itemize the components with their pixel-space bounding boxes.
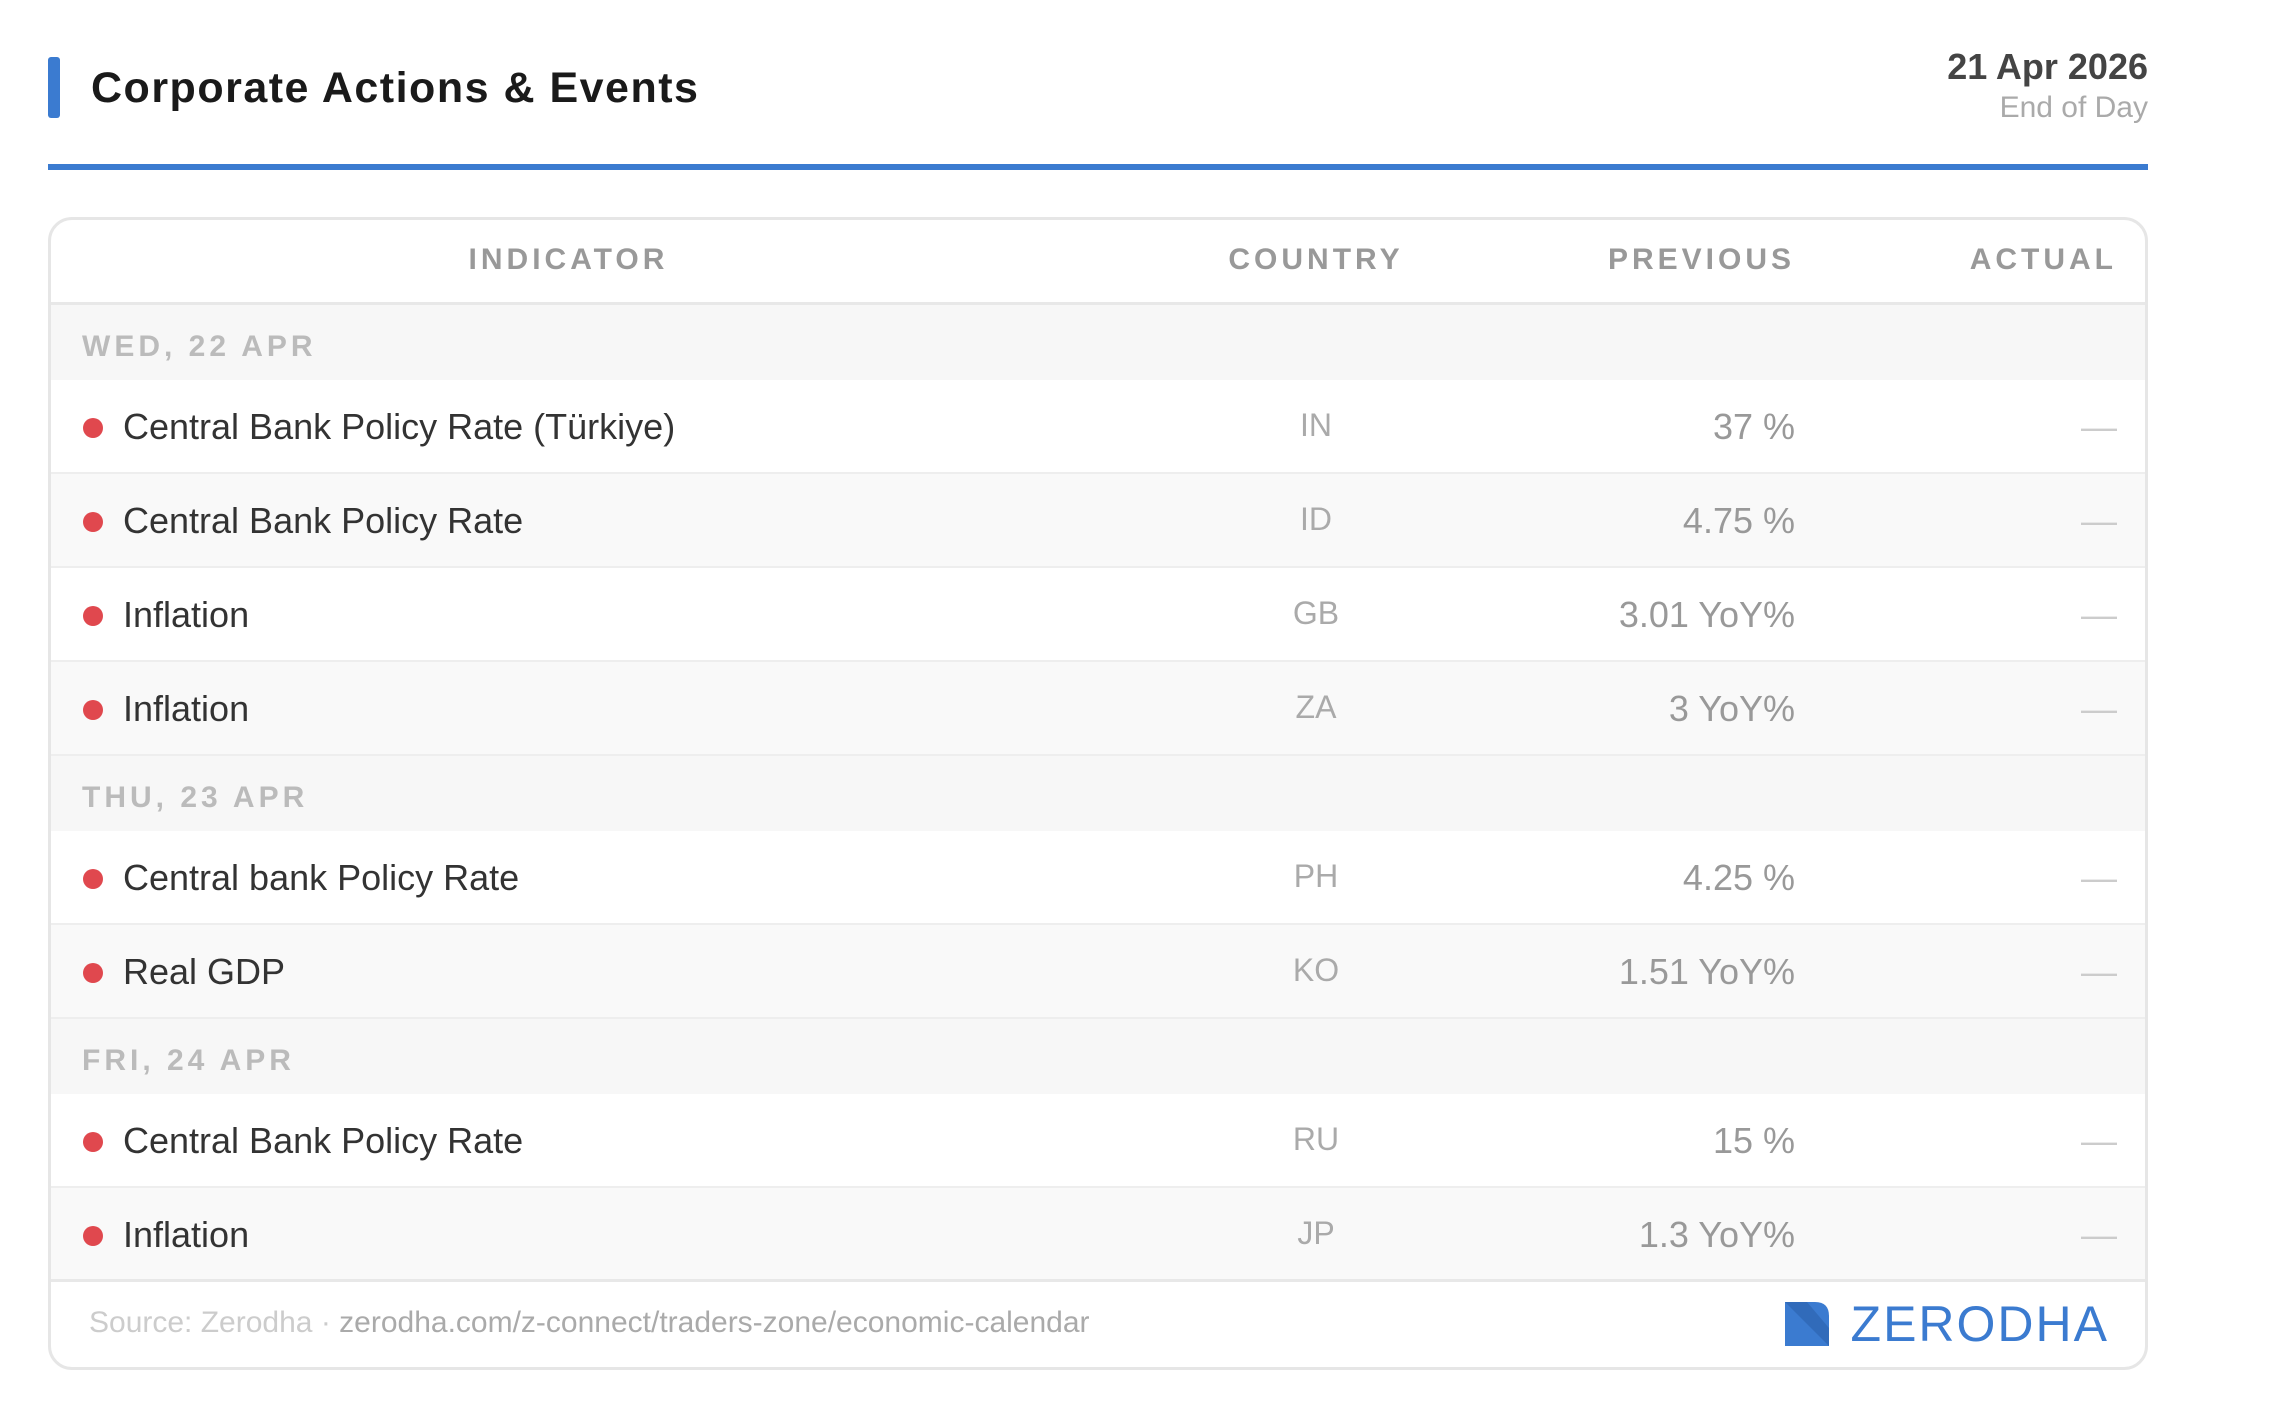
indicator-name: Real GDP (123, 951, 286, 992)
previous-value: 1.51 YoY% (1618, 951, 1795, 992)
column-header-actual: ACTUAL (1969, 243, 2117, 276)
table-header: INDICATOR COUNTRY PREVIOUS ACTUAL (51, 220, 2145, 305)
country-code: GB (1292, 595, 1340, 631)
indicator-name: Inflation (123, 688, 250, 729)
actual-value: — (2081, 500, 2117, 541)
previous-value: 3.01 YoY% (1618, 594, 1795, 635)
indicator-name: Central bank Policy Rate (123, 857, 520, 898)
country-code: ZA (1295, 689, 1337, 725)
country-code: KO (1292, 952, 1340, 988)
country-code: ID (1300, 501, 1332, 537)
importance-dot-icon (83, 1132, 103, 1152)
table-row[interactable]: Central Bank Policy Rate RU 15 % — (51, 1094, 2145, 1188)
importance-dot-icon (83, 418, 103, 438)
importance-dot-icon (83, 1226, 103, 1246)
page-title: Corporate Actions & Events (91, 64, 700, 112)
date-group-header: THU, 23 APR (51, 756, 2145, 831)
actual-value: — (2081, 1214, 2117, 1255)
zerodha-logo-icon (1784, 1302, 1829, 1346)
importance-dot-icon (83, 963, 103, 983)
importance-dot-icon (83, 606, 103, 626)
previous-value: 37 % (1712, 406, 1795, 447)
source-separator: · (320, 1306, 331, 1339)
table-row[interactable]: Central Bank Policy Rate ID 4.75 % — (51, 474, 2145, 568)
date-group-label: THU, 23 APR (82, 781, 309, 814)
table-row[interactable]: Real GDP KO 1.51 YoY% — (51, 925, 2145, 1019)
actual-value: — (2081, 688, 2117, 729)
source-link[interactable]: zerodha.com/z-connect/traders-zone/econo… (339, 1306, 1090, 1339)
date-group-label: FRI, 24 APR (82, 1044, 295, 1077)
actual-value: — (2081, 1120, 2117, 1161)
country-code: JP (1297, 1215, 1335, 1251)
column-header-indicator: INDICATOR (468, 243, 669, 276)
indicator-name: Inflation (123, 594, 250, 635)
previous-value: 4.25 % (1682, 857, 1795, 898)
country-code: PH (1293, 858, 1339, 894)
importance-dot-icon (83, 512, 103, 532)
indicator-name: Central Bank Policy Rate (123, 500, 524, 541)
page-header: Corporate Actions & Events 21 Apr 2026 E… (48, 40, 2148, 170)
actual-value: — (2081, 951, 2117, 992)
card-footer: Source: Zerodha · zerodha.com/z-connect/… (51, 1282, 2145, 1366)
table-row[interactable]: Inflation GB 3.01 YoY% — (51, 568, 2145, 662)
previous-value: 4.75 % (1682, 500, 1795, 541)
column-header-country: COUNTRY (1228, 243, 1404, 276)
previous-value: 3 YoY% (1668, 688, 1795, 729)
brand-logo: ZERODHA (1784, 1294, 2109, 1354)
report-subtitle: End of Day (1999, 91, 2148, 124)
brand-name: ZERODHA (1850, 1296, 2109, 1352)
indicator-name: Inflation (123, 1214, 250, 1255)
country-code: RU (1292, 1121, 1340, 1157)
actual-value: — (2081, 406, 2117, 447)
source-label: Source: Zerodha (89, 1306, 313, 1339)
table-row[interactable]: Inflation ZA 3 YoY% — (51, 662, 2145, 756)
importance-dot-icon (83, 700, 103, 720)
column-header-previous: PREVIOUS (1607, 243, 1795, 276)
title-accent-bar (48, 57, 60, 118)
table-row[interactable]: Central bank Policy Rate PH 4.25 % — (51, 831, 2145, 925)
actual-value: — (2081, 857, 2117, 898)
events-table-card: INDICATOR COUNTRY PREVIOUS ACTUAL WED, 2… (48, 217, 2148, 1370)
report-date: 21 Apr 2026 (1947, 46, 2148, 87)
country-code: IN (1300, 407, 1332, 443)
table-row[interactable]: Central Bank Policy Rate (Türkiye) IN 37… (51, 380, 2145, 474)
table-row[interactable]: Inflation JP 1.3 YoY% — (51, 1188, 2145, 1282)
date-group-header: WED, 22 APR (51, 305, 2145, 380)
actual-value: — (2081, 594, 2117, 635)
previous-value: 15 % (1712, 1120, 1795, 1161)
importance-dot-icon (83, 869, 103, 889)
indicator-name: Central Bank Policy Rate (Türkiye) (123, 406, 676, 447)
previous-value: 1.3 YoY% (1638, 1214, 1795, 1255)
source-attribution: Source: Zerodha · zerodha.com/z-connect/… (89, 1306, 1090, 1340)
date-group-header: FRI, 24 APR (51, 1019, 2145, 1094)
date-group-label: WED, 22 APR (82, 330, 317, 363)
indicator-name: Central Bank Policy Rate (123, 1120, 524, 1161)
